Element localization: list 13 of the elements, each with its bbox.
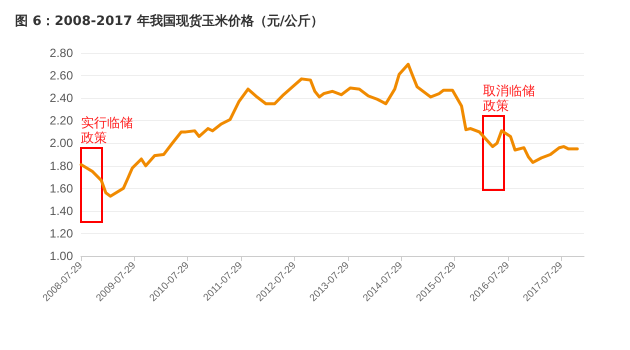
y-tick-label: 1.00 xyxy=(50,249,74,263)
chart-title: 图 6：2008-2017 年我国现货玉米价格（元/公斤） xyxy=(15,13,324,29)
annotation: 取消临储政策 xyxy=(483,84,535,114)
y-tick-label: 2.80 xyxy=(50,46,74,60)
annotation: 实行临储政策 xyxy=(81,116,133,146)
y-tick-label: 1.20 xyxy=(50,226,74,240)
y-tick-label: 1.60 xyxy=(50,181,74,196)
y-tick-label: 1.80 xyxy=(50,158,74,173)
y-tick-label: 2.20 xyxy=(50,114,74,128)
y-tick-label: 2.00 xyxy=(50,136,74,150)
y-tick-label: 2.40 xyxy=(50,91,74,106)
y-tick-label: 2.60 xyxy=(50,68,74,83)
y-tick-label: 1.40 xyxy=(50,204,74,218)
